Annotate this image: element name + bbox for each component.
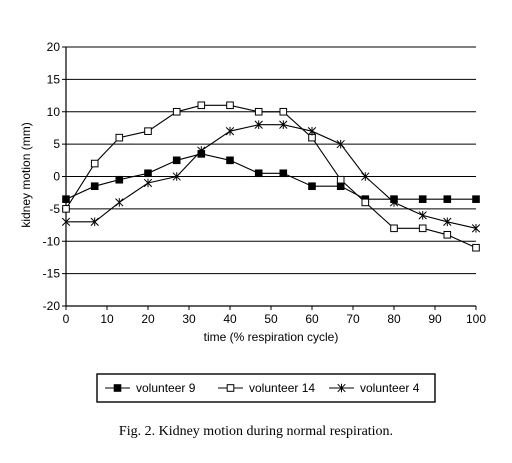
- data-point-series-2: [226, 101, 234, 110]
- series-lines: [65, 104, 477, 249]
- data-point-series-2: [418, 224, 427, 233]
- data-point-series-3: [143, 178, 153, 188]
- data-point-series-3: [443, 217, 452, 227]
- y-tick-label: -5: [49, 202, 60, 216]
- data-point-series-2: [336, 175, 345, 184]
- data-point-series-2: [472, 243, 480, 252]
- x-tick-label: 80: [387, 312, 401, 326]
- x-tick-label: 40: [223, 312, 237, 326]
- series-line-3: [66, 124, 477, 229]
- y-tick-label: 15: [47, 72, 61, 86]
- legend-marker-3: [337, 383, 346, 393]
- data-point-series-3: [61, 217, 71, 227]
- data-point-series-3: [361, 172, 370, 181]
- data-point-series-2: [115, 133, 124, 142]
- data-point-series-3: [254, 120, 263, 129]
- x-tick-label: 0: [63, 312, 70, 326]
- x-axis-label: time (% respiration cycle): [204, 330, 339, 344]
- data-point-series-2: [172, 107, 181, 116]
- data-point-series-1: [144, 169, 152, 178]
- legend-entries: volunteer 9 volunteer 14 volunteer 4: [105, 381, 420, 395]
- data-point-series-1: [115, 175, 124, 184]
- data-point-series-3: [172, 172, 181, 181]
- y-tick-label: 5: [53, 137, 60, 151]
- x-tick-label: 30: [182, 312, 196, 326]
- data-point-series-2: [62, 205, 70, 213]
- data-point-series-2: [443, 230, 452, 239]
- markers: [61, 101, 481, 252]
- legend-marker-1: [113, 384, 122, 392]
- data-point-series-1: [472, 195, 480, 203]
- data-point-series-3: [90, 217, 99, 227]
- data-point-series-1: [62, 195, 70, 203]
- x-tick-label: 100: [466, 312, 486, 326]
- data-point-series-1: [418, 195, 427, 203]
- x-tick-label: 10: [100, 312, 114, 326]
- legend: volunteer 9 volunteer 14 volunteer 4: [96, 373, 436, 403]
- series-line-2: [65, 104, 477, 249]
- x-tick-label: 70: [346, 312, 360, 326]
- y-axis-label: kidney motion (mm): [19, 122, 33, 227]
- x-tick-label: 90: [428, 312, 442, 326]
- data-point-series-3: [307, 126, 317, 136]
- data-point-series-2: [254, 107, 263, 116]
- data-point-series-3: [115, 198, 124, 207]
- data-point-series-3: [336, 139, 345, 149]
- x-tick-label: 20: [141, 312, 155, 326]
- series-line-1: [65, 153, 476, 200]
- data-point-series-3: [471, 224, 481, 233]
- data-point-series-3: [389, 198, 399, 207]
- data-point-series-1: [336, 182, 345, 191]
- data-point-series-1: [443, 195, 452, 203]
- data-point-series-1: [254, 169, 263, 178]
- x-tick-label: 50: [264, 312, 278, 326]
- data-point-series-2: [361, 198, 370, 207]
- legend-label-1: volunteer 9: [136, 381, 196, 395]
- grid: [66, 46, 476, 307]
- y-tick-label: 0: [53, 170, 60, 184]
- data-point-series-2: [197, 101, 206, 110]
- data-point-series-2: [279, 107, 288, 116]
- y-tick-label: -20: [43, 299, 61, 313]
- data-point-series-1: [172, 156, 181, 165]
- axes: [62, 46, 477, 310]
- data-point-series-2: [390, 224, 398, 233]
- x-tick-label: 60: [305, 312, 319, 326]
- data-point-series-1: [308, 182, 316, 191]
- y-tick-label: -10: [43, 234, 61, 248]
- y-tick-label: -15: [43, 267, 61, 281]
- data-point-series-1: [279, 169, 288, 178]
- data-point-series-3: [279, 120, 288, 129]
- data-point-series-2: [144, 127, 152, 135]
- legend-marker-2: [226, 384, 235, 392]
- data-point-series-3: [197, 146, 206, 155]
- legend-label-2: volunteer 14: [249, 381, 315, 395]
- data-point-series-2: [90, 159, 99, 168]
- figure-caption: Fig. 2. Kidney motion during normal resp…: [118, 424, 394, 439]
- data-point-series-3: [418, 211, 427, 220]
- data-point-series-1: [226, 156, 234, 165]
- legend-label-3: volunteer 4: [360, 381, 420, 395]
- legend-frame: [96, 373, 436, 403]
- y-tick-label: 20: [47, 40, 61, 54]
- data-point-series-1: [90, 182, 99, 191]
- data-point-series-3: [225, 126, 235, 136]
- y-tick-label: 10: [47, 105, 61, 119]
